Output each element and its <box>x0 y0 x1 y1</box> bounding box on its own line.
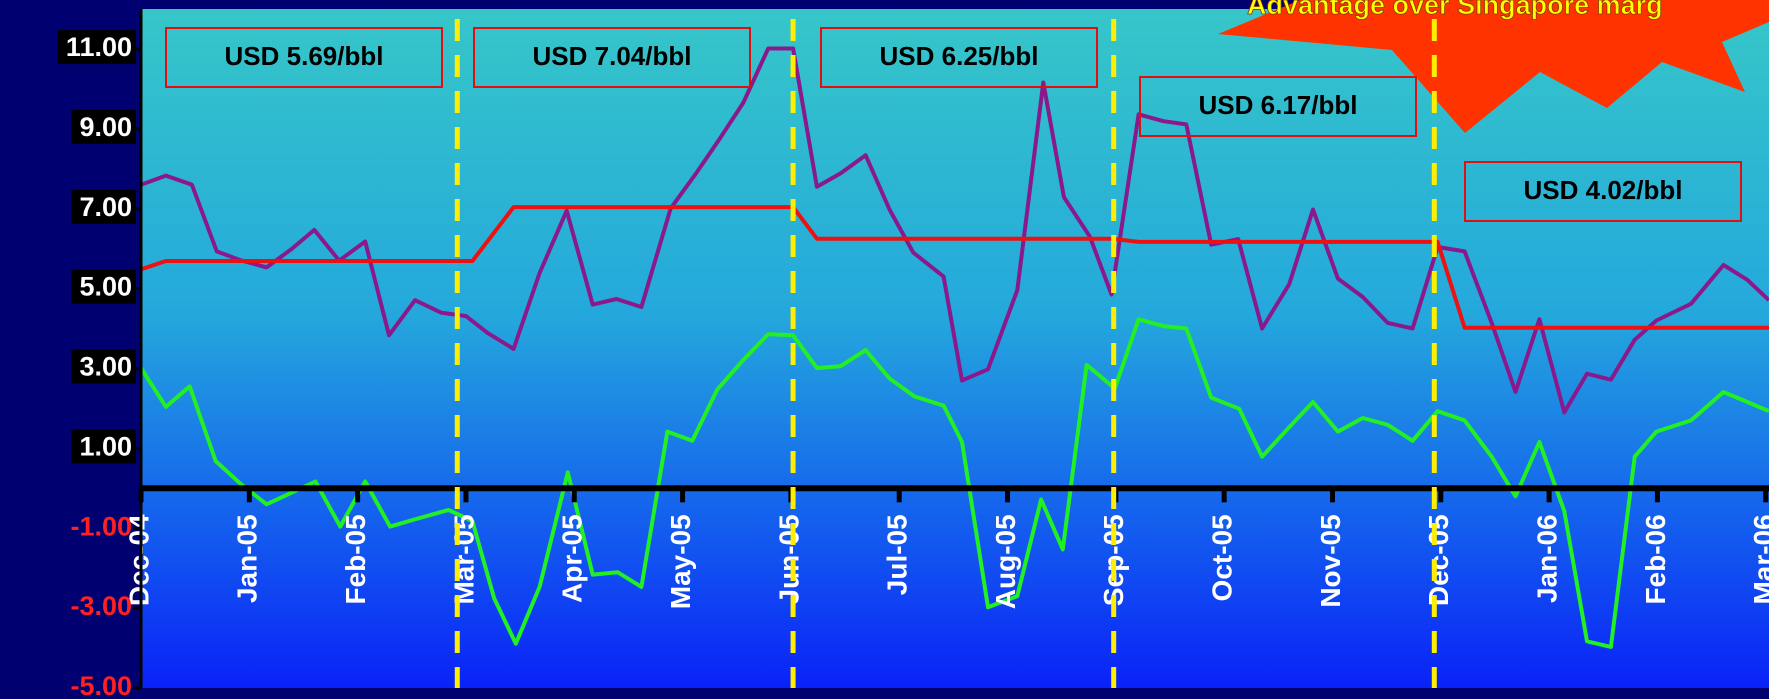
x-tick-label: May-05 <box>665 514 696 609</box>
x-tick-label: Feb-05 <box>340 514 371 604</box>
y-tick-label: 11.00 <box>66 32 132 62</box>
y-tick-label: 9.00 <box>79 112 132 142</box>
annotation-box <box>1464 161 1742 222</box>
x-tick-label: Mar-06 <box>1748 514 1769 604</box>
x-tick-label: Jul-05 <box>882 514 913 595</box>
x-tick-label: Aug-05 <box>990 514 1021 609</box>
x-tick-label: Jun-05 <box>773 514 804 604</box>
annotation-label: USD 6.25/bbl <box>880 41 1039 71</box>
y-tick-label: 1.00 <box>79 431 132 461</box>
annotation-box <box>473 27 751 88</box>
x-tick-label: Apr-05 <box>557 514 588 603</box>
y-tick-label-bg <box>71 349 136 384</box>
y-tick-label-bg <box>57 30 136 65</box>
y-tick-label: 3.00 <box>79 352 132 382</box>
x-tick-label: Oct-05 <box>1207 514 1238 601</box>
x-tick-label: Mar-05 <box>448 514 479 604</box>
series-line <box>141 317 1769 649</box>
y-tick-label-bg <box>71 109 136 144</box>
y-tick-label: 7.00 <box>79 192 132 222</box>
annotation-box <box>1139 76 1417 137</box>
y-tick-label-bg <box>71 269 136 304</box>
series-line <box>141 46 1769 415</box>
annotation-label: USD 4.02/bbl <box>1524 175 1683 205</box>
y-tick-label: -5.00 <box>70 671 132 699</box>
y-tick-label-bg <box>71 189 136 224</box>
x-tick-label: Feb-06 <box>1640 514 1671 604</box>
x-tick-label: Dec-05 <box>1423 514 1454 606</box>
y-tick-label: 5.00 <box>79 272 132 302</box>
series-line <box>141 205 1769 330</box>
y-tick-label: -3.00 <box>70 591 132 621</box>
y-tick-label-bg <box>71 429 136 464</box>
plot-marks <box>141 46 1769 649</box>
annotation-box <box>820 27 1098 88</box>
y-tick-label: -1.00 <box>70 511 132 541</box>
annotation-box <box>165 27 443 88</box>
x-tick-label: Jan-06 <box>1532 514 1563 603</box>
annotation-label: USD 7.04/bbl <box>533 41 692 71</box>
x-tick-label: Jan-05 <box>232 514 263 603</box>
overlay: USD 5.69/bbl USD 7.04/bbl USD 6.25/bbl USD … <box>165 0 1769 222</box>
callout-text: Advantage over Singapore marg <box>1247 0 1663 20</box>
x-tick-label: Nov-05 <box>1315 514 1346 607</box>
annotation-label: USD 5.69/bbl <box>225 41 384 71</box>
annotation-label: USD 6.17/bbl <box>1199 90 1358 120</box>
callout-star <box>1218 0 1769 133</box>
